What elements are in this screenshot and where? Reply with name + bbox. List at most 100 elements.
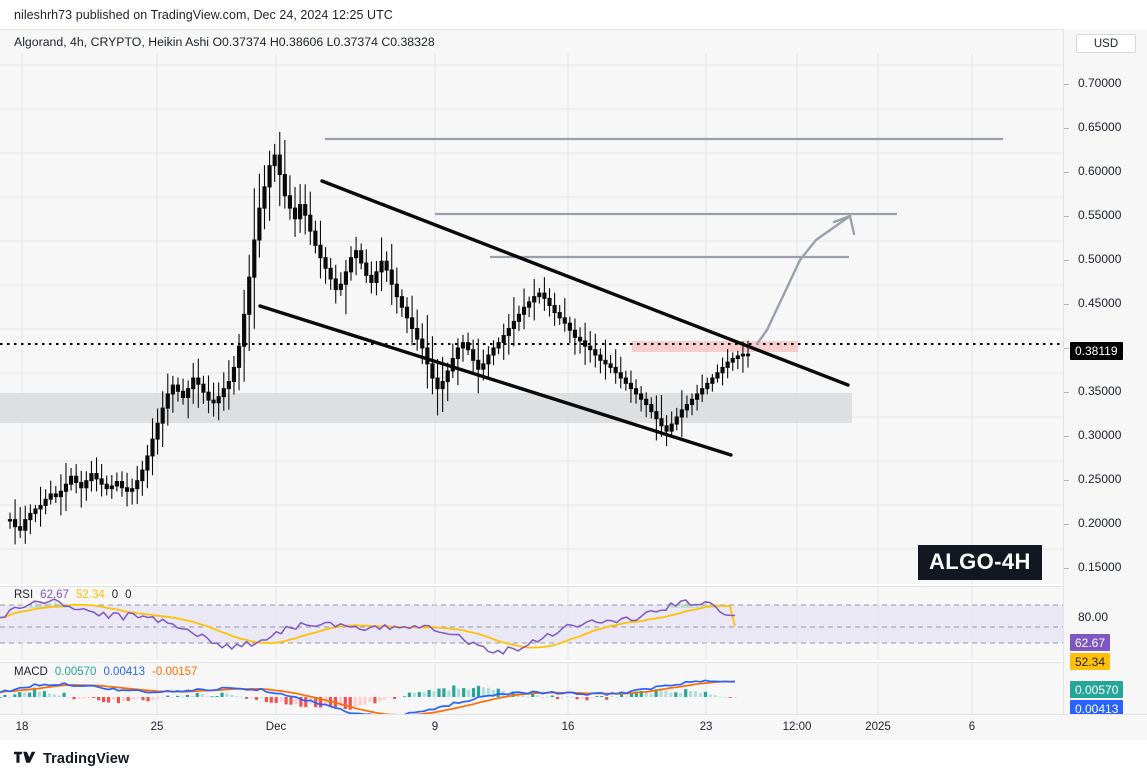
macd-histogram-bar xyxy=(121,697,125,701)
candle-body xyxy=(18,526,23,531)
macd-legend[interactable]: MACD 0.00570 0.00413 -0.00157 xyxy=(14,666,197,678)
tradingview-logo[interactable]: TradingView xyxy=(14,751,129,767)
candle-body xyxy=(384,260,389,271)
candle-body xyxy=(720,366,725,374)
candle-body xyxy=(216,396,221,404)
macd-histogram-bar xyxy=(97,697,101,701)
candle-body xyxy=(537,292,542,298)
macd-histogram-bar xyxy=(728,697,732,698)
candle-body xyxy=(410,317,415,329)
channel-lower-trendline xyxy=(258,304,733,457)
candle-body xyxy=(359,250,364,264)
macd-indicator-pane[interactable]: MACD 0.00570 0.00413 -0.00157 xyxy=(0,662,1063,714)
price-axis-tick xyxy=(1064,128,1069,129)
macd-legend-hist: -0.00157 xyxy=(152,666,198,678)
candle-body xyxy=(613,366,618,374)
macd-histogram-bar xyxy=(629,693,633,697)
macd-histogram-bar xyxy=(600,696,604,697)
macd-histogram-bar xyxy=(136,697,140,699)
macd-histogram-bar xyxy=(610,695,614,697)
candle-body xyxy=(114,481,119,487)
macd-histogram-bar xyxy=(176,695,180,697)
candle-body xyxy=(511,320,516,329)
macd-histogram-bar xyxy=(388,697,392,698)
macd-histogram-bar xyxy=(590,697,594,698)
candle-body xyxy=(99,478,104,485)
rsi-value-badge: 62.67 xyxy=(1070,634,1111,651)
candle-body xyxy=(527,301,532,308)
candle-body xyxy=(211,399,216,404)
price-axis-tick xyxy=(1064,84,1069,85)
candle-body xyxy=(277,154,282,176)
candle-body xyxy=(364,262,369,276)
price-chart-pane[interactable]: ALGO-4H xyxy=(0,54,1063,584)
macd-histogram-bar xyxy=(18,692,22,697)
macd-histogram-bar xyxy=(373,697,377,704)
price-scale[interactable]: USD 0.70000 0.65000 0.60000 0.55000 0.50000 0… xyxy=(1063,29,1147,717)
candle-body xyxy=(430,363,435,379)
candle-body xyxy=(135,480,140,490)
publisher-text: nileshrh73 published on TradingView.com,… xyxy=(14,7,393,22)
time-scale[interactable]: 18 25 Dec 9 16 23 12:00 2025 6 xyxy=(0,714,1147,740)
candle-body xyxy=(298,204,303,220)
macd-histogram-bar xyxy=(541,697,545,699)
macd-histogram-bar xyxy=(240,696,244,698)
macd-histogram-bar xyxy=(713,695,717,697)
macd-histogram-bar xyxy=(383,697,387,700)
candle-body xyxy=(282,174,287,197)
macd-histogram-bar xyxy=(397,697,402,698)
macd-histogram-bar xyxy=(402,696,407,698)
candle-body xyxy=(674,416,679,425)
channel-upper-trendline xyxy=(320,179,850,387)
currency-selector[interactable]: USD xyxy=(1076,34,1136,53)
candle-body xyxy=(140,469,145,482)
candle-body xyxy=(231,366,237,383)
candle-body xyxy=(338,283,343,291)
arrow-head xyxy=(832,214,856,236)
macd-histogram-bar xyxy=(250,697,254,699)
candle-body xyxy=(374,271,379,283)
price-axis-label: 0.15000 xyxy=(1078,560,1122,574)
rsi-legend[interactable]: RSI 62.67 52.34 0 0 xyxy=(14,589,132,601)
candle-body xyxy=(186,388,191,398)
publisher-bar: nileshrh73 published on TradingView.com,… xyxy=(0,0,1147,29)
footer-bar: TradingView xyxy=(0,740,1147,777)
candle-body xyxy=(201,383,206,393)
candle-body xyxy=(623,377,628,384)
rsi-indicator-pane[interactable]: RSI 62.67 52.34 0 0 xyxy=(0,586,1063,660)
candle-body xyxy=(252,239,257,278)
candle-body xyxy=(313,230,318,246)
macd-histogram-bar xyxy=(358,697,362,706)
macd-histogram-bar xyxy=(669,692,673,697)
macd-histogram-bar xyxy=(467,689,471,697)
macd-histogram-bar xyxy=(42,691,46,697)
macd-histogram-bar xyxy=(580,697,584,699)
time-axis-label: 16 xyxy=(561,721,575,733)
candle-body xyxy=(501,335,506,344)
price-axis-label: 0.30000 xyxy=(1078,428,1122,442)
price-axis-label: 0.25000 xyxy=(1078,472,1122,486)
candle-body xyxy=(196,377,201,385)
candle-body xyxy=(379,260,384,273)
candle-body xyxy=(445,370,450,383)
macd-histogram-bar xyxy=(151,697,155,701)
candle-body xyxy=(343,271,348,285)
macd-histogram-bar xyxy=(116,697,120,704)
macd-signal-badge: 0.00413 xyxy=(1070,700,1124,717)
rsi-legend-extra1: 0 xyxy=(111,589,119,601)
candle-body xyxy=(160,407,165,424)
macd-histogram-bar xyxy=(92,697,96,698)
candle-body xyxy=(23,519,28,531)
price-axis-label: 0.20000 xyxy=(1078,516,1122,530)
macd-histogram-bar xyxy=(299,697,303,707)
macd-histogram-bar xyxy=(156,697,160,700)
candle-body xyxy=(486,354,491,365)
macd-histogram-bar xyxy=(437,688,441,697)
macd-histogram-bar xyxy=(491,690,495,697)
descending-channel xyxy=(258,179,850,457)
candle-body xyxy=(684,404,690,411)
macd-histogram-bar xyxy=(545,696,550,698)
time-axis-label: 9 xyxy=(431,721,439,733)
chart-watermark-label: ALGO-4H xyxy=(918,545,1042,580)
rsi-level-lines xyxy=(0,604,1063,644)
